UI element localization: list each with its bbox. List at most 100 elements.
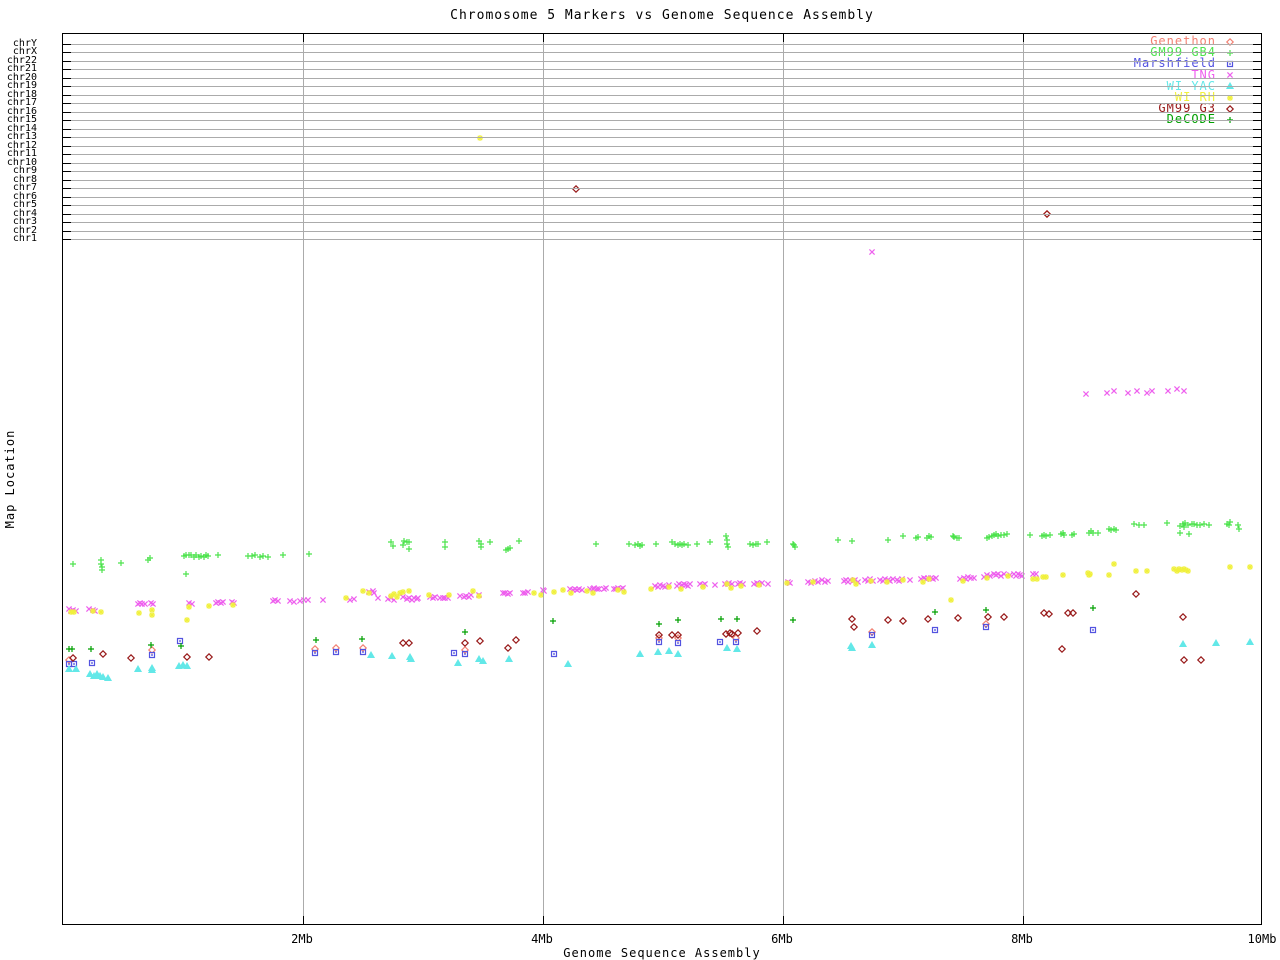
y-tick-left [63, 69, 71, 71]
y-tick-left [63, 162, 71, 164]
square-marker-icon [1226, 60, 1234, 68]
x-tick-label: 10Mb [1247, 932, 1277, 946]
y-tick-right [1253, 145, 1261, 147]
y-tick-label: chr20 [6, 71, 37, 83]
y-tick-right [1253, 103, 1261, 105]
chromosome-gridline [63, 213, 1261, 215]
y-tick-right [1253, 171, 1261, 173]
y-tick-left [63, 205, 71, 207]
y-tick-label: chr15 [6, 114, 37, 126]
x-tick-label: 6Mb [771, 932, 793, 946]
series-gm99-g3 [68, 184, 1206, 665]
chromosome-gridline [63, 188, 1261, 190]
y-tick-label: chr11 [6, 148, 37, 160]
series-wi-rh [68, 135, 1253, 623]
y-tick-left [63, 171, 71, 173]
y-tick-right [1253, 188, 1261, 190]
chromosome-gridline [63, 162, 1261, 164]
triangle-marker-icon [1225, 82, 1235, 90]
legend-label: WI YAC [1166, 78, 1216, 93]
y-tick-label: chr9 [12, 165, 37, 177]
y-tick-label: chr1 [12, 232, 37, 244]
legend-entry: TNG [1191, 67, 1237, 82]
mb-gridline [543, 34, 544, 924]
y-tick-label: chr16 [6, 105, 37, 117]
y-tick-left [63, 188, 71, 190]
legend-label: Marshfield [1133, 56, 1216, 71]
x-tick-bottom [783, 916, 784, 924]
y-tick-right [1253, 128, 1261, 130]
y-tick-right [1253, 238, 1261, 240]
x-tick-label: 2Mb [291, 932, 313, 946]
y-tick-left [63, 111, 71, 113]
y-tick-right [1253, 94, 1261, 96]
chromosome-gridline [63, 44, 1261, 45]
chromosome-gridline [63, 94, 1261, 96]
y-tick-right [1253, 120, 1261, 122]
x-tick-bottom [543, 916, 544, 924]
chromosome-gridline [63, 171, 1261, 173]
x-tick-top [543, 34, 544, 42]
legend-label: DeCODE [1167, 113, 1216, 125]
y-tick-right [1253, 44, 1261, 45]
series-gm99-gb4 [70, 519, 1242, 577]
chromosome-gridline [63, 145, 1261, 147]
legend-entry: DeCODE [1167, 113, 1237, 125]
y-tick-left [63, 230, 71, 232]
y-tick-left [63, 52, 71, 54]
y-tick-left [63, 94, 71, 96]
y-tick-label: chr3 [12, 216, 37, 228]
y-tick-left [63, 196, 71, 198]
x-tick-top [1023, 34, 1024, 42]
y-tick-right [1253, 230, 1261, 232]
asterisk-marker-icon [1227, 94, 1233, 101]
plus-marker-icon [1227, 116, 1233, 123]
chromosome-gridline [63, 154, 1261, 156]
y-tick-left [63, 179, 71, 181]
y-tick-right [1253, 86, 1261, 88]
y-tick-label: chr4 [12, 207, 37, 219]
y-tick-label: chr8 [12, 173, 37, 185]
y-tick-label: chr5 [12, 199, 37, 211]
mb-gridline [783, 34, 784, 924]
legend-label: GM99 G3 [1158, 101, 1216, 116]
legend-label: GM99 GB4 [1150, 45, 1216, 60]
y-tick-label: chr2 [12, 224, 37, 236]
series-tng [65, 248, 1188, 615]
chromosome-gridline [63, 120, 1261, 122]
y-tick-label: chr14 [6, 122, 37, 134]
y-tick-right [1253, 60, 1261, 62]
y-tick-left [63, 103, 71, 105]
y-tick-left [63, 145, 71, 147]
cross-marker-icon [1226, 72, 1234, 79]
y-tick-left [63, 77, 71, 79]
legend-label: WI RH [1174, 90, 1216, 105]
chromosome-gridline [63, 86, 1261, 88]
diamond-marker-icon [1225, 37, 1235, 46]
diamond-marker-icon [1225, 104, 1235, 113]
chromosome-gridline [63, 60, 1261, 62]
chromosome-gridline [63, 196, 1261, 198]
y-tick-right [1253, 111, 1261, 113]
x-tick-label: 8Mb [1011, 932, 1033, 946]
y-tick-label: chrX [12, 46, 37, 58]
y-tick-label: chr7 [12, 182, 37, 194]
y-tick-left [63, 120, 71, 122]
series-wi-yac [64, 637, 1255, 681]
y-tick-right [1253, 52, 1261, 54]
legend-label: TNG [1191, 67, 1216, 82]
chromosome-gridline [63, 137, 1261, 139]
y-tick-right [1253, 162, 1261, 164]
y-tick-label: chr17 [6, 97, 37, 109]
chromosome-gridline [63, 205, 1261, 207]
y-tick-left [63, 128, 71, 130]
y-tick-label: chr22 [6, 54, 37, 66]
y-tick-label: chr19 [6, 80, 37, 92]
y-tick-right [1253, 69, 1261, 71]
series-genethon [64, 209, 1052, 665]
chart-title: Chromosome 5 Markers vs Genome Sequence … [450, 8, 874, 23]
y-tick-label: chr12 [6, 139, 37, 151]
y-tick-left [63, 60, 71, 62]
x-tick-top [783, 34, 784, 42]
